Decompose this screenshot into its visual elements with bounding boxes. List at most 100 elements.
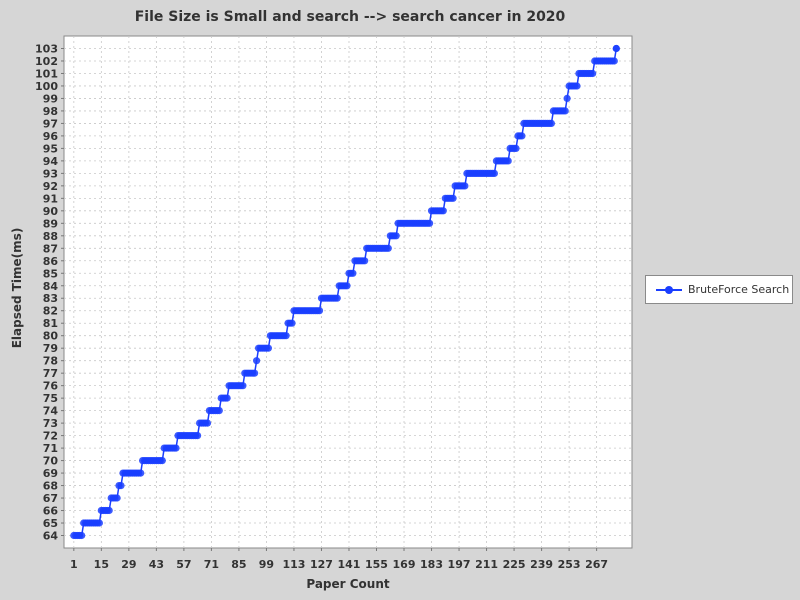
x-tick-label: 43 xyxy=(149,558,164,571)
y-tick-label: 83 xyxy=(43,292,58,305)
y-tick-label: 71 xyxy=(43,442,58,455)
x-tick-label: 15 xyxy=(94,558,109,571)
y-tick-label: 79 xyxy=(43,342,58,355)
y-tick-label: 87 xyxy=(43,242,58,255)
data-point xyxy=(384,244,392,252)
y-tick-label: 103 xyxy=(35,42,58,55)
data-point xyxy=(288,319,296,327)
data-point xyxy=(490,169,498,177)
x-tick-label: 169 xyxy=(393,558,416,571)
data-point xyxy=(589,69,597,78)
data-point xyxy=(461,182,469,190)
y-tick-label: 84 xyxy=(43,280,59,293)
y-tick-label: 65 xyxy=(43,517,58,530)
data-point xyxy=(518,132,526,140)
x-tick-label: 197 xyxy=(448,558,471,571)
data-point xyxy=(610,57,618,65)
y-tick-label: 92 xyxy=(43,180,58,193)
y-tick-label: 67 xyxy=(43,492,58,505)
data-point xyxy=(194,432,202,440)
y-tick-label: 99 xyxy=(43,92,58,105)
x-tick-label: 29 xyxy=(121,558,136,571)
data-point xyxy=(573,82,581,90)
y-tick-label: 77 xyxy=(43,367,58,380)
x-tick-label: 57 xyxy=(176,558,191,571)
data-point xyxy=(563,94,571,102)
data-point xyxy=(117,482,125,490)
x-tick-label: 127 xyxy=(310,558,333,571)
x-tick-label: 141 xyxy=(337,558,360,571)
data-point xyxy=(158,457,166,465)
y-tick-label: 80 xyxy=(43,330,59,343)
x-tick-label: 155 xyxy=(365,558,388,571)
data-point xyxy=(105,506,113,515)
data-point xyxy=(349,269,357,277)
x-axis-label: Paper Count xyxy=(306,577,390,591)
data-point xyxy=(172,444,180,452)
y-tick-label: 76 xyxy=(43,380,59,393)
chart-legend: BruteForce Search xyxy=(645,275,793,304)
y-tick-label: 64 xyxy=(43,530,59,543)
data-point xyxy=(215,407,223,415)
data-point xyxy=(512,144,520,152)
y-tick-label: 96 xyxy=(43,130,59,143)
x-tick-label: 225 xyxy=(503,558,526,571)
y-tick-label: 72 xyxy=(43,430,58,443)
data-point xyxy=(315,307,324,315)
y-tick-label: 85 xyxy=(43,267,58,280)
y-tick-label: 78 xyxy=(43,355,58,368)
x-tick-label: 1 xyxy=(70,558,78,571)
data-point xyxy=(449,194,457,202)
data-point xyxy=(333,294,341,302)
y-tick-label: 97 xyxy=(43,117,58,130)
data-point xyxy=(439,207,447,215)
data-point xyxy=(612,44,620,53)
y-tick-label: 102 xyxy=(35,55,58,68)
y-tick-label: 81 xyxy=(43,317,58,330)
x-tick-label: 267 xyxy=(585,558,608,571)
y-tick-label: 95 xyxy=(43,142,58,155)
x-tick-label: 71 xyxy=(204,558,219,571)
x-tick-label: 99 xyxy=(259,558,274,571)
data-point xyxy=(239,382,247,390)
chart-title: File Size is Small and search --> search… xyxy=(134,9,566,25)
y-tick-label: 93 xyxy=(43,167,58,180)
x-tick-label: 211 xyxy=(475,558,498,571)
x-tick-label: 113 xyxy=(282,558,305,571)
data-point xyxy=(78,531,86,540)
y-tick-label: 70 xyxy=(43,455,59,468)
data-point xyxy=(253,357,261,365)
y-tick-label: 69 xyxy=(43,467,58,480)
data-point xyxy=(361,257,369,265)
data-point xyxy=(203,419,212,427)
plot-area xyxy=(63,35,633,549)
x-tick-label: 253 xyxy=(558,558,581,571)
y-axis-label: Elapsed Time(ms) xyxy=(10,227,24,349)
y-tick-label: 82 xyxy=(43,305,58,318)
data-point xyxy=(504,157,512,165)
legend-label: BruteForce Search xyxy=(688,283,790,296)
data-point xyxy=(392,232,400,240)
legend-swatch-icon xyxy=(656,285,682,294)
data-point xyxy=(113,494,121,502)
legend-swatch-marker xyxy=(665,285,673,294)
data-point xyxy=(137,469,145,477)
y-tick-label: 86 xyxy=(43,255,59,268)
y-tick-label: 98 xyxy=(43,105,58,118)
y-tick-label: 75 xyxy=(43,392,58,405)
data-point xyxy=(561,107,569,115)
data-point xyxy=(223,394,231,402)
y-tick-label: 94 xyxy=(43,155,59,168)
x-tick-label: 85 xyxy=(231,558,246,571)
data-point xyxy=(251,369,259,377)
y-tick-label: 100 xyxy=(35,80,58,93)
y-tick-label: 73 xyxy=(43,417,58,430)
y-tick-label: 91 xyxy=(43,192,58,205)
x-tick-label: 239 xyxy=(530,558,553,571)
data-point xyxy=(426,219,434,227)
y-tick-label: 90 xyxy=(43,205,59,218)
y-tick-label: 88 xyxy=(43,230,58,243)
y-tick-label: 74 xyxy=(43,405,59,418)
x-tick-label: 183 xyxy=(420,558,443,571)
